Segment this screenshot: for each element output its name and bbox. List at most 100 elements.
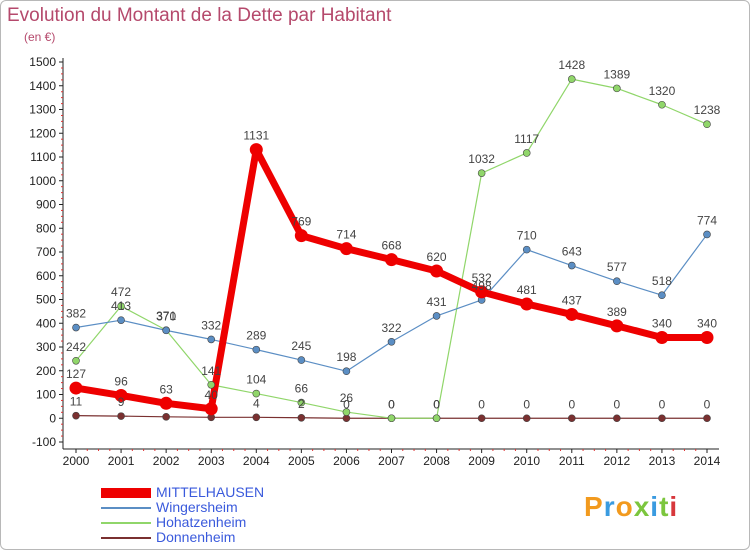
data-label-wingersheim: 774: [697, 213, 717, 227]
legend-label: MITTELHAUSEN: [156, 484, 265, 500]
data-point-donnenheim: [567, 414, 576, 423]
data-point-hohatzenheim: [297, 398, 306, 407]
logo-letter: i: [669, 491, 679, 522]
data-label-donnenheim: 4: [253, 396, 260, 410]
y-tick-label: 1200: [29, 126, 56, 140]
x-tick-label: 2002: [153, 454, 180, 468]
y-tick-label: 600: [36, 269, 56, 283]
data-point-donnenheim: [297, 413, 306, 422]
data-point-donnenheim: [162, 413, 170, 421]
data-label-mittelhausen: 389: [607, 305, 627, 319]
data-point-donnenheim: [658, 414, 666, 423]
data-label-wingersheim: 245: [291, 339, 311, 353]
data-label-wingersheim: 498: [472, 279, 492, 293]
data-label-donnenheim: 0: [478, 397, 485, 411]
data-point-hohatzenheim: [613, 84, 621, 93]
x-tick-label: 2010: [513, 454, 540, 468]
data-point-donnenheim: [477, 414, 486, 423]
data-label-wingersheim: 710: [517, 229, 537, 243]
data-point-hohatzenheim: [567, 75, 576, 83]
y-tick-label: 0: [49, 411, 56, 425]
data-point-wingersheim: [567, 261, 576, 270]
data-label-hohatzenheim: 472: [111, 285, 131, 299]
data-label-mittelhausen: 127: [66, 367, 86, 381]
data-label-wingersheim: 370: [156, 309, 176, 323]
data-point-wingersheim: [207, 335, 216, 344]
data-point-wingersheim: [613, 277, 621, 286]
x-tick-label: 2014: [694, 454, 721, 468]
data-point-wingersheim: [432, 312, 441, 320]
chart-title: Evolution du Montant de la Dette par Hab…: [7, 5, 392, 26]
legend-item: MITTELHAUSEN: [101, 484, 361, 500]
data-label-wingersheim: 431: [427, 295, 447, 309]
data-point-hohatzenheim: [72, 356, 80, 365]
y-tick-label: -100: [32, 435, 56, 449]
data-point-donnenheim: [703, 414, 711, 423]
logo-letter: x: [633, 491, 651, 522]
data-point-mittelhausen: [339, 242, 353, 256]
data-point-hohatzenheim: [207, 380, 216, 389]
y-tick-label: 800: [36, 221, 56, 235]
data-point-wingersheim: [72, 323, 80, 332]
chart-unit: (en €): [24, 30, 56, 44]
logo-letter: P: [584, 491, 604, 522]
data-label-mittelhausen: 340: [697, 317, 717, 331]
x-tick-label: 2003: [198, 454, 225, 468]
data-label-donnenheim: 0: [614, 397, 621, 411]
data-label-wingersheim: 643: [562, 245, 582, 259]
data-point-donnenheim: [252, 413, 261, 422]
data-label-hohatzenheim: 1389: [604, 67, 631, 81]
data-label-mittelhausen: 620: [427, 250, 447, 264]
x-tick-label: 2007: [378, 454, 405, 468]
x-tick-label: 2004: [243, 454, 270, 468]
x-tick-label: 2013: [649, 454, 676, 468]
data-label-hohatzenheim: 1320: [649, 84, 676, 98]
data-label-mittelhausen: 481: [517, 283, 537, 297]
data-point-wingersheim: [162, 326, 170, 335]
data-label-mittelhausen: 96: [114, 374, 128, 388]
logo-letter: t: [659, 491, 670, 522]
data-label-wingersheim: 198: [336, 350, 356, 364]
y-tick-label: 900: [36, 198, 56, 212]
data-label-hohatzenheim: 0: [388, 397, 395, 411]
x-tick-label: 2011: [559, 454, 585, 468]
y-tick-label: 300: [36, 340, 56, 354]
legend-item: Hohatzenheim: [101, 514, 361, 530]
x-tick-label: 2008: [423, 454, 450, 468]
data-point-wingersheim: [252, 345, 261, 354]
data-label-wingersheim: 518: [652, 274, 672, 288]
data-point-hohatzenheim: [703, 120, 711, 129]
data-label-hohatzenheim: 104: [246, 373, 266, 387]
y-tick-label: 500: [36, 293, 56, 307]
data-label-wingersheim: 322: [381, 321, 401, 335]
data-label-hohatzenheim: 1428: [558, 58, 585, 72]
data-point-wingersheim: [703, 230, 711, 239]
logo-letter: i: [650, 491, 660, 522]
legend-label: Wingersheim: [156, 499, 238, 515]
data-label-donnenheim: 2: [298, 397, 305, 411]
legend-swatch: [101, 488, 151, 498]
data-label-hohatzenheim: 1117: [514, 132, 539, 146]
logo-letter: r: [603, 491, 616, 522]
data-point-donnenheim: [72, 411, 80, 420]
data-label-wingersheim: 413: [111, 299, 131, 313]
data-label-donnenheim: 0: [343, 397, 350, 411]
data-label-hohatzenheim: 1238: [694, 103, 721, 117]
data-point-wingersheim: [342, 367, 351, 376]
legend-swatch: [101, 537, 151, 539]
data-point-mittelhausen: [249, 143, 263, 157]
data-label-donnenheim: 0: [704, 397, 711, 411]
data-label-donnenheim: 9: [118, 395, 125, 409]
data-point-hohatzenheim: [117, 302, 125, 310]
data-label-donnenheim: 11: [70, 395, 83, 409]
data-point-mittelhausen: [565, 307, 579, 321]
data-point-mittelhausen: [204, 402, 218, 416]
data-label-wingersheim: 577: [607, 260, 627, 274]
legend-label: Donnenheim: [156, 529, 236, 545]
data-label-mittelhausen: 668: [381, 239, 401, 253]
data-point-mittelhausen: [475, 285, 489, 299]
data-point-mittelhausen: [700, 331, 714, 344]
